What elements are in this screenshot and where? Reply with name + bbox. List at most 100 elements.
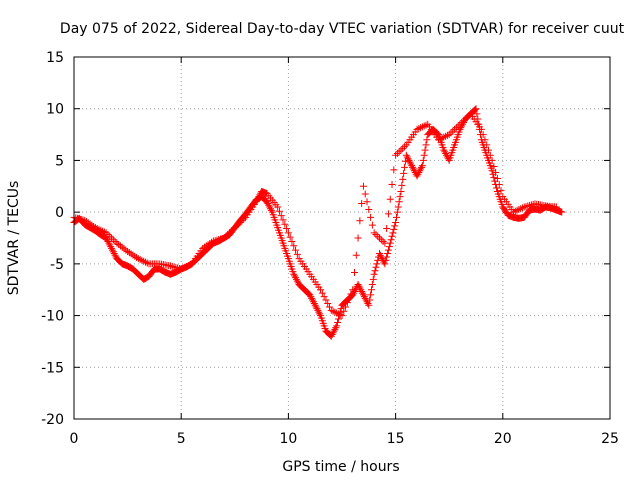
data-point xyxy=(106,232,114,240)
data-point xyxy=(399,144,407,152)
data-point xyxy=(107,243,115,251)
data-point xyxy=(366,296,374,304)
data-point xyxy=(402,151,410,159)
x-tick-label: 20 xyxy=(494,431,512,447)
data-point xyxy=(409,163,417,171)
data-point xyxy=(317,286,325,294)
x-tick-label: 0 xyxy=(70,431,79,447)
data-point xyxy=(97,226,105,234)
data-point xyxy=(75,215,83,223)
data-point xyxy=(415,125,423,133)
data-point xyxy=(307,293,315,301)
data-point xyxy=(209,237,217,245)
data-point xyxy=(370,229,378,237)
data-point xyxy=(490,174,498,182)
data-point xyxy=(384,250,392,258)
data-point xyxy=(108,244,116,252)
data-point xyxy=(327,332,335,340)
data-point xyxy=(465,112,473,120)
data-point xyxy=(281,220,289,228)
y-tick-label: 0 xyxy=(55,205,64,221)
data-point xyxy=(183,262,191,270)
data-point xyxy=(334,318,342,326)
data-point xyxy=(368,221,376,229)
data-point xyxy=(361,294,369,302)
data-point xyxy=(172,263,180,271)
data-point xyxy=(343,299,351,307)
data-point xyxy=(409,165,417,173)
data-point xyxy=(418,163,426,171)
data-point xyxy=(253,196,261,204)
data-point xyxy=(526,201,534,209)
data-point xyxy=(111,251,119,259)
data-point xyxy=(104,237,112,245)
data-point xyxy=(434,136,442,144)
data-point xyxy=(477,125,485,133)
data-point xyxy=(86,220,94,228)
data-point xyxy=(418,162,426,170)
data-point xyxy=(313,305,321,313)
data-point xyxy=(342,303,350,311)
data-point xyxy=(361,190,369,198)
data-point xyxy=(416,167,424,175)
data-point xyxy=(422,141,430,149)
data-point xyxy=(473,110,481,118)
data-point xyxy=(292,274,300,282)
data-point xyxy=(356,217,364,225)
data-point xyxy=(384,210,392,218)
data-point xyxy=(170,263,178,271)
data-point xyxy=(267,205,275,213)
data-point xyxy=(138,256,146,264)
data-point xyxy=(511,207,519,215)
data-point xyxy=(179,264,187,272)
data-point xyxy=(136,256,144,264)
data-point xyxy=(396,193,404,201)
data-point xyxy=(382,256,390,264)
data-point xyxy=(141,258,149,266)
x-tick-label: 10 xyxy=(279,431,297,447)
data-point xyxy=(391,222,399,230)
data-point xyxy=(392,151,400,159)
data-points xyxy=(70,105,566,340)
data-point xyxy=(401,143,409,151)
data-point xyxy=(105,239,113,247)
data-point xyxy=(322,296,330,304)
data-point xyxy=(290,242,298,250)
data-point xyxy=(372,231,380,239)
data-point xyxy=(442,150,450,158)
data-point xyxy=(238,217,246,225)
data-point xyxy=(140,257,148,265)
data-point xyxy=(266,203,274,211)
data-point xyxy=(327,306,335,314)
data-point xyxy=(471,106,479,114)
data-point xyxy=(405,156,413,164)
x-tick-label: 15 xyxy=(387,431,405,447)
data-point xyxy=(279,216,287,224)
data-point xyxy=(116,242,124,250)
data-point xyxy=(438,134,446,142)
data-point xyxy=(240,215,248,223)
data-point xyxy=(334,310,342,318)
data-point xyxy=(495,181,503,189)
data-point xyxy=(225,229,233,237)
data-point xyxy=(118,243,126,251)
data-point xyxy=(312,303,320,311)
data-point xyxy=(229,225,237,233)
data-point xyxy=(84,219,92,227)
data-point xyxy=(380,258,388,266)
data-point xyxy=(231,224,239,232)
data-point xyxy=(274,203,282,211)
data-point xyxy=(255,193,263,201)
data-point xyxy=(347,290,355,298)
data-point xyxy=(379,237,387,245)
data-point xyxy=(381,239,389,247)
data-point xyxy=(371,267,379,275)
data-point xyxy=(93,225,101,233)
data-point xyxy=(520,203,528,211)
data-point xyxy=(211,237,219,245)
data-point xyxy=(108,234,116,242)
data-point xyxy=(127,250,135,258)
data-point xyxy=(356,284,364,292)
data-point xyxy=(200,243,208,251)
